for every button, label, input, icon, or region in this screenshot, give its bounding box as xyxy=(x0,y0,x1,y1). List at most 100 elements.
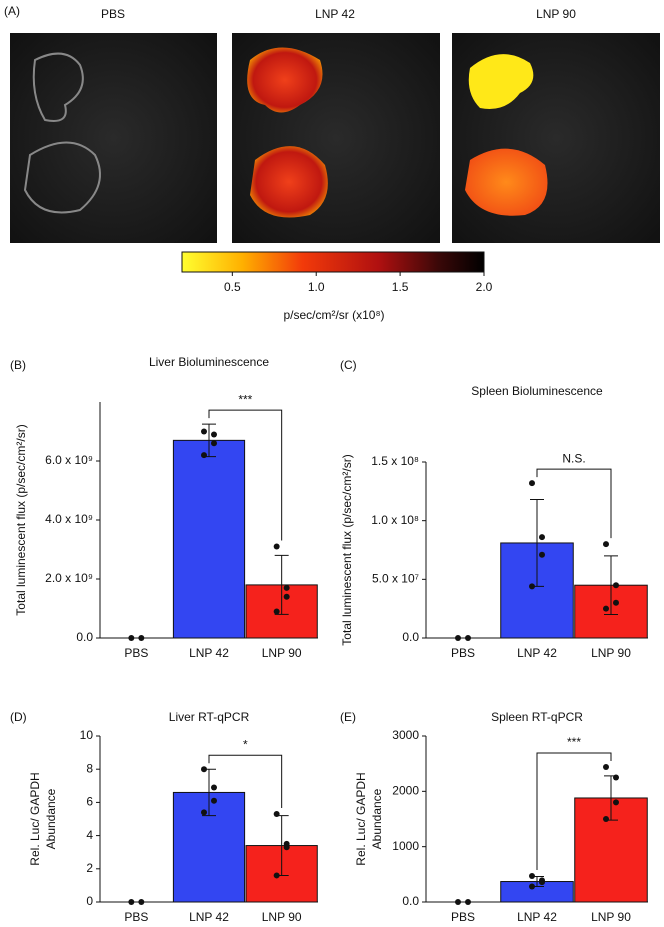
data-point xyxy=(283,593,290,600)
significance-label: *** xyxy=(238,392,252,406)
data-point xyxy=(613,774,619,781)
x-tick-label: 1.0 xyxy=(308,280,325,294)
x-tick-label: LNP 90 xyxy=(262,910,302,924)
data-point xyxy=(603,763,609,770)
data-point xyxy=(455,635,461,641)
organ-signal xyxy=(465,148,548,216)
x-tick-label: PBS xyxy=(451,910,475,924)
panel-label: (E) xyxy=(340,710,356,724)
y-tick-label: 5.0 x 10⁷ xyxy=(372,572,419,586)
data-point xyxy=(211,440,217,447)
error-bar xyxy=(604,555,618,616)
x-tick-label: PBS xyxy=(451,646,475,660)
y-axis-label: Rel. Luc/ GAPDH xyxy=(354,772,368,865)
significance-label: * xyxy=(243,737,248,751)
x-tick-label: LNP 42 xyxy=(189,910,229,924)
data-point xyxy=(603,541,609,548)
data-point xyxy=(273,543,280,550)
data-point xyxy=(273,608,280,615)
x-tick-label: LNP 42 xyxy=(189,646,229,660)
data-point xyxy=(201,452,207,459)
significance-bracket xyxy=(208,754,283,809)
chart-title: Spleen Bioluminescence xyxy=(471,384,603,398)
data-point xyxy=(539,534,545,541)
y-tick-label: 2000 xyxy=(392,784,419,798)
x-tick-label: PBS xyxy=(124,910,148,924)
y-tick-label: 4.0 x 10⁹ xyxy=(45,512,93,526)
significance-label: N.S. xyxy=(562,451,585,465)
significance-label: *** xyxy=(567,735,581,749)
data-point xyxy=(613,599,619,606)
x-tick-label: LNP 90 xyxy=(591,910,631,924)
y-axis-label: Total luminescent flux (p/sec/cm²/sr) xyxy=(14,424,28,615)
data-point xyxy=(465,635,471,641)
y-axis-label: Rel. Luc/ GAPDH xyxy=(28,772,42,865)
data-point xyxy=(138,899,145,905)
chart-title: Liver RT-qPCR xyxy=(169,710,250,724)
data-point xyxy=(529,583,535,590)
data-point xyxy=(211,431,217,438)
y-tick-label: 6.0 x 10⁹ xyxy=(45,453,93,467)
y-tick-label: 8 xyxy=(86,761,93,775)
y-axis-label: Abundance xyxy=(370,788,384,849)
chart-title: Liver Bioluminescence xyxy=(149,355,269,369)
organ-outline xyxy=(32,52,84,122)
data-point xyxy=(603,816,609,822)
y-tick-label: 0.0 xyxy=(402,630,419,644)
colorbar xyxy=(181,251,485,273)
data-point xyxy=(211,784,217,791)
x-tick-label: 1.5 xyxy=(392,280,409,294)
panel-label: (B) xyxy=(10,358,26,372)
y-tick-label: 0 xyxy=(86,894,93,908)
x-tick-label: PBS xyxy=(124,646,148,660)
data-point xyxy=(138,635,145,641)
x-tick-label: 2.0 xyxy=(476,280,493,294)
image-label: LNP 90 xyxy=(536,7,576,21)
significance-bracket xyxy=(208,409,283,541)
data-point xyxy=(201,766,207,773)
data-point xyxy=(128,899,135,905)
panel-label: (D) xyxy=(10,710,27,724)
organ-signal xyxy=(247,47,323,113)
y-tick-label: 1000 xyxy=(392,839,419,853)
data-point xyxy=(455,899,461,905)
data-point xyxy=(273,872,280,879)
data-point xyxy=(211,797,217,804)
image-pbs xyxy=(10,33,217,243)
data-point xyxy=(283,844,290,851)
data-point xyxy=(613,582,619,589)
significance-bracket xyxy=(536,468,612,539)
organ-outline xyxy=(23,141,101,214)
y-tick-label: 1.0 x 10⁸ xyxy=(371,513,419,527)
image-label: PBS xyxy=(101,7,125,21)
data-point xyxy=(201,809,207,816)
y-tick-label: 2.0 x 10⁹ xyxy=(45,571,93,585)
y-axis-label: Abundance xyxy=(44,788,58,849)
data-point xyxy=(529,883,535,890)
y-tick-label: 10 xyxy=(80,728,94,742)
x-tick-label: LNP 42 xyxy=(517,646,557,660)
data-point xyxy=(603,605,609,612)
chart-title: Spleen RT-qPCR xyxy=(491,710,583,724)
bar xyxy=(172,439,246,639)
data-point xyxy=(529,480,535,487)
data-point xyxy=(539,551,545,558)
data-point xyxy=(529,872,535,879)
panel-label: (A) xyxy=(4,4,20,18)
y-tick-label: 3000 xyxy=(392,728,419,742)
data-point xyxy=(273,811,280,818)
y-tick-label: 4 xyxy=(86,828,93,842)
significance-bracket xyxy=(536,752,612,870)
x-tick-label: LNP 90 xyxy=(591,646,631,660)
organ-signal xyxy=(250,146,328,218)
data-point xyxy=(539,879,545,886)
data-point xyxy=(465,899,471,905)
y-tick-label: 6 xyxy=(86,795,93,809)
data-point xyxy=(283,584,290,591)
y-axis-label: Total luminescent flux (p/sec/cm²/sr) xyxy=(340,454,354,645)
y-tick-label: 2 xyxy=(86,861,93,875)
organ-signal xyxy=(468,54,534,109)
data-point xyxy=(201,428,207,435)
y-tick-label: 0.0 xyxy=(402,894,419,908)
